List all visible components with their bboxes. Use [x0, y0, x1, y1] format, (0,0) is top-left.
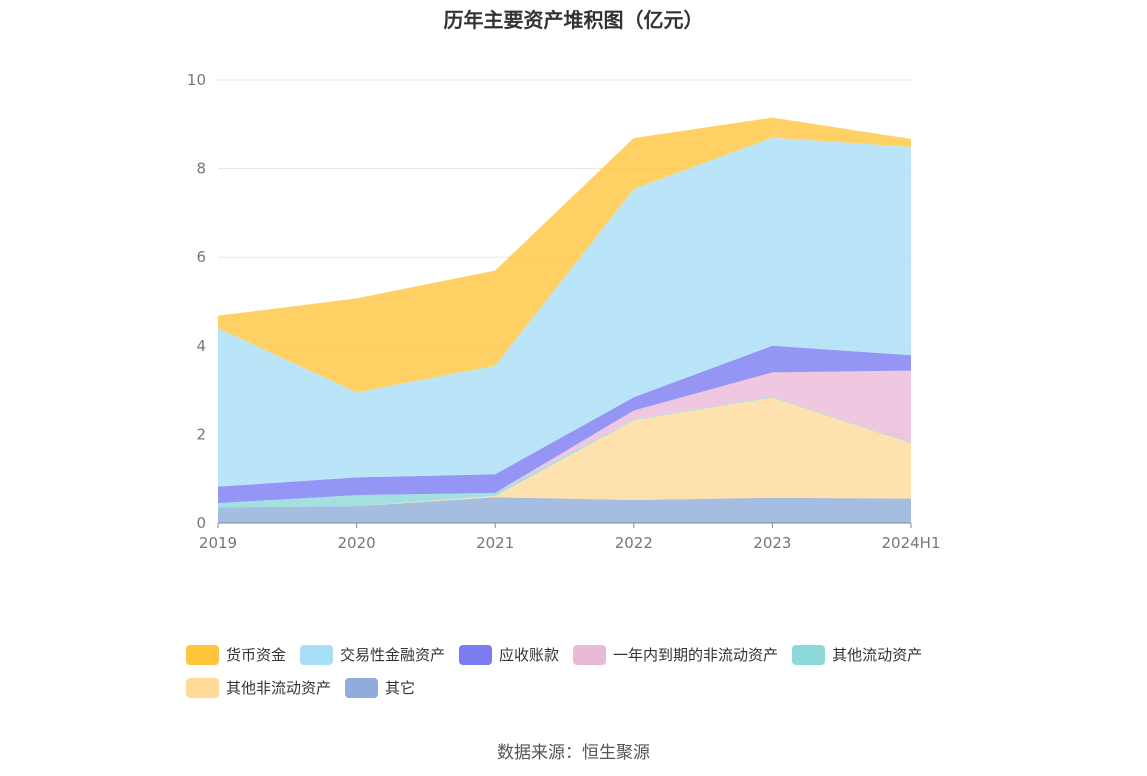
area-其他非流动资产 [218, 397, 911, 508]
axes: 0 2 4 6 8 10 2019 2020 2021 2022 2023 2024H1 [187, 71, 941, 552]
x-tick-label: 2022 [615, 534, 653, 552]
x-tick-label: 2024H1 [882, 534, 941, 552]
legend-label: 应收账款 [499, 646, 560, 664]
y-tick-label: 6 [196, 248, 206, 266]
legend-label: 其他非流动资产 [226, 679, 332, 697]
legend-item[interactable]: 交易性金融资产 [300, 638, 445, 671]
area-交易性金融资产 [218, 137, 911, 487]
y-tick-label: 8 [196, 160, 206, 178]
legend-label: 一年内到期的非流动资产 [613, 646, 779, 664]
legend-swatch [186, 644, 219, 665]
legend-item[interactable]: 其他非流动资产 [186, 671, 331, 704]
y-tick-label: 2 [196, 425, 206, 443]
legend-swatch [459, 644, 493, 665]
y-tick-label: 0 [196, 514, 206, 532]
legend-label: 货币资金 [226, 646, 287, 664]
legend-swatch [300, 644, 334, 665]
x-tick-label: 2019 [199, 534, 237, 552]
legend-item[interactable]: 应收账款 [459, 638, 559, 671]
area-series [218, 117, 911, 523]
legend-label: 其他流动资产 [832, 646, 923, 664]
area-货币资金 [218, 117, 911, 393]
y-tick-label: 10 [187, 71, 206, 89]
legend-item[interactable]: 货币资金 [186, 638, 286, 671]
legend-item[interactable]: 其他流动资产 [792, 638, 922, 671]
source-note: 数据来源：恒生聚源 [497, 743, 650, 763]
y-tick-label: 4 [196, 337, 206, 355]
x-tick-label: 2020 [338, 534, 376, 552]
x-tick-label: 2021 [476, 534, 514, 552]
legend-swatch [186, 677, 219, 698]
area-应收账款 [218, 345, 911, 504]
legend: 货币资金 交易性金融资产 应收账款 一年内到期的非流动资产 其他流动资产其他非流动资产 其… [186, 638, 986, 704]
stacked-area-chart: 0 2 4 6 8 10 2019 2020 2021 2022 2023 2024H1 [187, 71, 941, 552]
legend-label: 其它 [385, 679, 416, 697]
legend-swatch [573, 644, 607, 665]
chart-title: 历年主要资产堆积图（亿元） [443, 8, 704, 32]
legend-swatch [345, 677, 379, 698]
area-其它 [218, 497, 911, 523]
legend-swatch [792, 644, 826, 665]
x-tick-label: 2023 [753, 534, 791, 552]
legend-item[interactable]: 其它 [345, 671, 415, 704]
legend-item[interactable]: 一年内到期的非流动资产 [573, 638, 778, 671]
legend-label: 交易性金融资产 [340, 646, 446, 664]
area-一年内到期的非流动资产 [218, 370, 911, 504]
